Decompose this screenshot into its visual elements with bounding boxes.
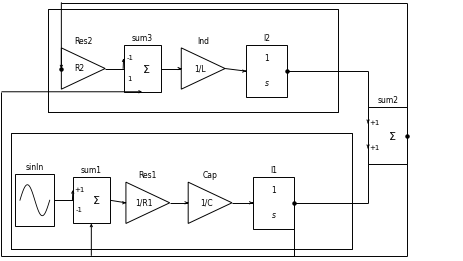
Bar bbox=[15, 174, 54, 226]
Text: sinIn: sinIn bbox=[25, 163, 44, 172]
Text: -1: -1 bbox=[75, 207, 82, 213]
Text: I2: I2 bbox=[263, 34, 269, 43]
Text: s: s bbox=[271, 211, 275, 220]
Text: 1: 1 bbox=[127, 76, 132, 82]
Text: 1: 1 bbox=[263, 54, 269, 63]
Text: $\Sigma$: $\Sigma$ bbox=[91, 194, 100, 206]
Text: $\Sigma$: $\Sigma$ bbox=[142, 63, 150, 75]
Bar bbox=[367, 107, 407, 164]
Polygon shape bbox=[125, 182, 169, 223]
Text: sum3: sum3 bbox=[131, 34, 152, 43]
Bar bbox=[245, 45, 287, 97]
Polygon shape bbox=[61, 48, 105, 89]
Polygon shape bbox=[181, 48, 225, 89]
Text: -1: -1 bbox=[126, 55, 133, 61]
Text: R2: R2 bbox=[75, 64, 85, 73]
Text: 1: 1 bbox=[270, 186, 275, 195]
Text: sum2: sum2 bbox=[376, 96, 397, 105]
Text: 1/C: 1/C bbox=[200, 198, 213, 207]
Text: s: s bbox=[264, 79, 268, 88]
Text: sum1: sum1 bbox=[81, 166, 101, 175]
Bar bbox=[73, 177, 110, 223]
Polygon shape bbox=[188, 182, 232, 223]
Text: I1: I1 bbox=[269, 166, 276, 175]
Bar bbox=[252, 177, 294, 229]
Text: 1/R1: 1/R1 bbox=[135, 198, 153, 207]
Text: 1/L: 1/L bbox=[194, 64, 205, 73]
Text: Ind: Ind bbox=[197, 37, 209, 46]
Text: Res2: Res2 bbox=[74, 37, 92, 46]
Bar bbox=[123, 45, 160, 92]
Text: +1: +1 bbox=[74, 187, 84, 193]
Text: Res1: Res1 bbox=[138, 171, 156, 180]
Text: Cap: Cap bbox=[202, 171, 217, 180]
Text: +1: +1 bbox=[369, 120, 379, 126]
Text: $\Sigma$: $\Sigma$ bbox=[388, 130, 396, 142]
Text: +1: +1 bbox=[369, 145, 379, 151]
